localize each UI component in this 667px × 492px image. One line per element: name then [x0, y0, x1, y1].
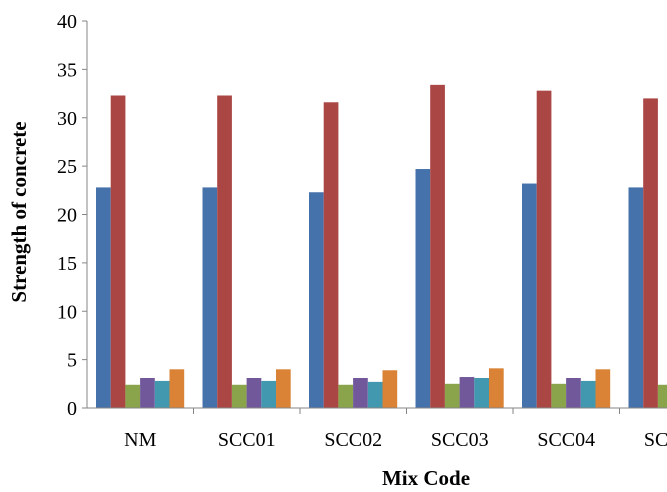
bar-scc04-series-3 — [551, 383, 567, 408]
bar-scc03-series-5 — [474, 378, 489, 408]
bar-scc01-series-2 — [217, 95, 232, 408]
bar-nm-series-4 — [140, 378, 155, 408]
bar-scc05-series-1 — [628, 187, 644, 408]
bar-scc01-series-4 — [246, 378, 262, 408]
bar-scc04-series-6 — [595, 369, 611, 408]
x-category-label: NM — [124, 429, 156, 451]
bar-scc05-series-3 — [657, 384, 667, 408]
bars-layer — [96, 84, 667, 409]
bar-scc01-series-5 — [261, 380, 276, 408]
y-axis-title: Strength of concrete — [7, 121, 31, 302]
bar-scc03-series-6 — [489, 368, 504, 408]
bar-scc02-series-2 — [323, 102, 339, 409]
bar-scc04-series-2 — [536, 90, 552, 408]
bar-nm-series-3 — [125, 384, 141, 408]
bar-scc02-series-4 — [353, 378, 368, 408]
x-category-label: SCC01 — [218, 429, 276, 451]
bar-scc01-series-1 — [202, 187, 218, 408]
bar-scc04-series-4 — [566, 378, 581, 408]
x-category-label: SCC05 — [644, 429, 667, 451]
x-category-label: SCC03 — [431, 429, 489, 451]
bar-scc02-series-5 — [367, 381, 383, 408]
bar-nm-series-5 — [154, 380, 170, 408]
bar-scc04-series-1 — [522, 183, 537, 408]
y-tick-label: 25 — [57, 156, 77, 178]
x-category-label: SCC04 — [537, 429, 595, 451]
x-axis-title: Mix Code — [382, 466, 470, 490]
bar-scc04-series-5 — [580, 380, 596, 408]
bar-scc02-series-1 — [309, 192, 324, 408]
bar-nm-series-6 — [169, 369, 185, 408]
bar-scc03-series-3 — [444, 383, 460, 408]
y-tick-label: 35 — [57, 59, 77, 81]
y-tick-label: 10 — [57, 301, 77, 323]
bar-scc01-series-3 — [231, 384, 247, 408]
bar-scc02-series-3 — [338, 384, 354, 408]
bar-scc03-series-2 — [430, 84, 445, 408]
y-tick-label: 0 — [67, 398, 77, 420]
bar-scc01-series-6 — [276, 369, 291, 408]
bar-nm-series-1 — [96, 187, 111, 408]
y-tick-label: 5 — [67, 350, 77, 372]
bar-scc02-series-6 — [382, 370, 398, 408]
y-tick-label: 40 — [57, 11, 77, 33]
y-tick-label: 20 — [57, 205, 77, 227]
y-tick-label: 30 — [57, 108, 77, 130]
bar-scc03-series-1 — [415, 169, 431, 408]
y-tick-label: 15 — [57, 253, 77, 275]
y-axis-ticks: 0 5 10 15 20 25 30 35 40 — [57, 11, 87, 420]
x-axis-ticks: NM SCC01 SCC02 SCC03 SCC04 SCC05 — [124, 408, 667, 451]
x-category-label: SCC02 — [324, 429, 382, 451]
bar-scc05-series-2 — [643, 98, 658, 409]
bar-nm-series-2 — [110, 95, 126, 408]
bar-scc03-series-4 — [459, 377, 475, 408]
